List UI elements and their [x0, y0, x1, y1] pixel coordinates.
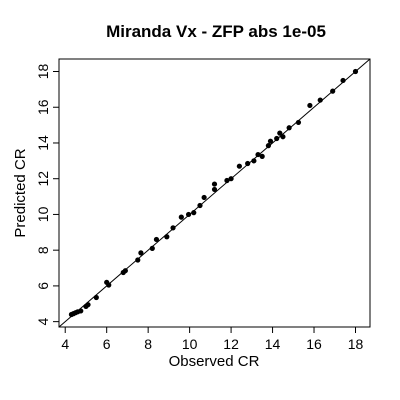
data-point — [330, 88, 336, 94]
x-tick-label: 16 — [306, 336, 322, 352]
data-point — [295, 119, 302, 126]
data-point — [340, 77, 346, 84]
data-point — [178, 214, 184, 220]
x-tick-label: 12 — [223, 336, 239, 352]
identity-reference-line — [58, 58, 371, 328]
x-tick-label: 14 — [265, 336, 281, 352]
y-tick-label: 6 — [35, 282, 51, 290]
data-point — [201, 194, 207, 201]
data-point — [236, 163, 242, 169]
x-axis-label: Observed CR — [169, 353, 260, 370]
data-point — [135, 257, 141, 263]
data-point — [286, 125, 292, 131]
x-axis: 4 6 8 10 12 14 16 18 — [61, 326, 364, 352]
data-point — [122, 268, 128, 274]
data-point — [106, 282, 112, 288]
data-point — [153, 236, 160, 243]
y-tick-label: 12 — [35, 171, 51, 187]
data-point — [170, 225, 176, 231]
data-point — [259, 153, 265, 159]
data-point — [164, 234, 170, 240]
data-point — [280, 134, 286, 140]
y-tick-label: 4 — [35, 318, 51, 326]
data-point — [307, 102, 313, 109]
data-point — [138, 250, 144, 256]
data-point — [78, 308, 84, 314]
data-point — [251, 158, 257, 164]
data-point — [191, 210, 197, 216]
x-tick-label: 8 — [144, 336, 152, 352]
y-tick-label: 10 — [35, 206, 51, 222]
data-point — [185, 211, 192, 218]
data-point — [211, 181, 218, 187]
y-axis: 4 6 8 10 12 14 16 18 — [35, 64, 60, 326]
data-point — [93, 294, 99, 301]
data-point — [274, 135, 280, 142]
data-point — [317, 97, 323, 103]
y-tick-label: 8 — [35, 246, 51, 254]
data-point — [211, 186, 218, 193]
data-point — [228, 176, 234, 182]
data-point — [85, 302, 91, 308]
y-tick-label: 16 — [35, 99, 51, 115]
data-point — [267, 138, 274, 144]
x-tick-label: 4 — [61, 336, 69, 352]
data-point — [245, 160, 251, 167]
data-point — [149, 245, 155, 251]
y-tick-label: 14 — [35, 135, 51, 151]
data-point — [265, 143, 272, 149]
y-axis-label: Predicted CR — [12, 148, 29, 237]
x-tick-label: 10 — [182, 336, 198, 352]
data-point — [197, 202, 203, 209]
chart-title: Miranda Vx - ZFP abs 1e-05 — [106, 22, 326, 41]
y-tick-label: 18 — [35, 64, 51, 80]
data-point — [224, 177, 230, 184]
data-point — [277, 130, 283, 136]
data-point — [255, 151, 261, 158]
x-tick-label: 6 — [103, 336, 111, 352]
x-tick-label: 18 — [348, 336, 364, 352]
data-point — [352, 68, 359, 75]
data-points — [68, 68, 359, 318]
